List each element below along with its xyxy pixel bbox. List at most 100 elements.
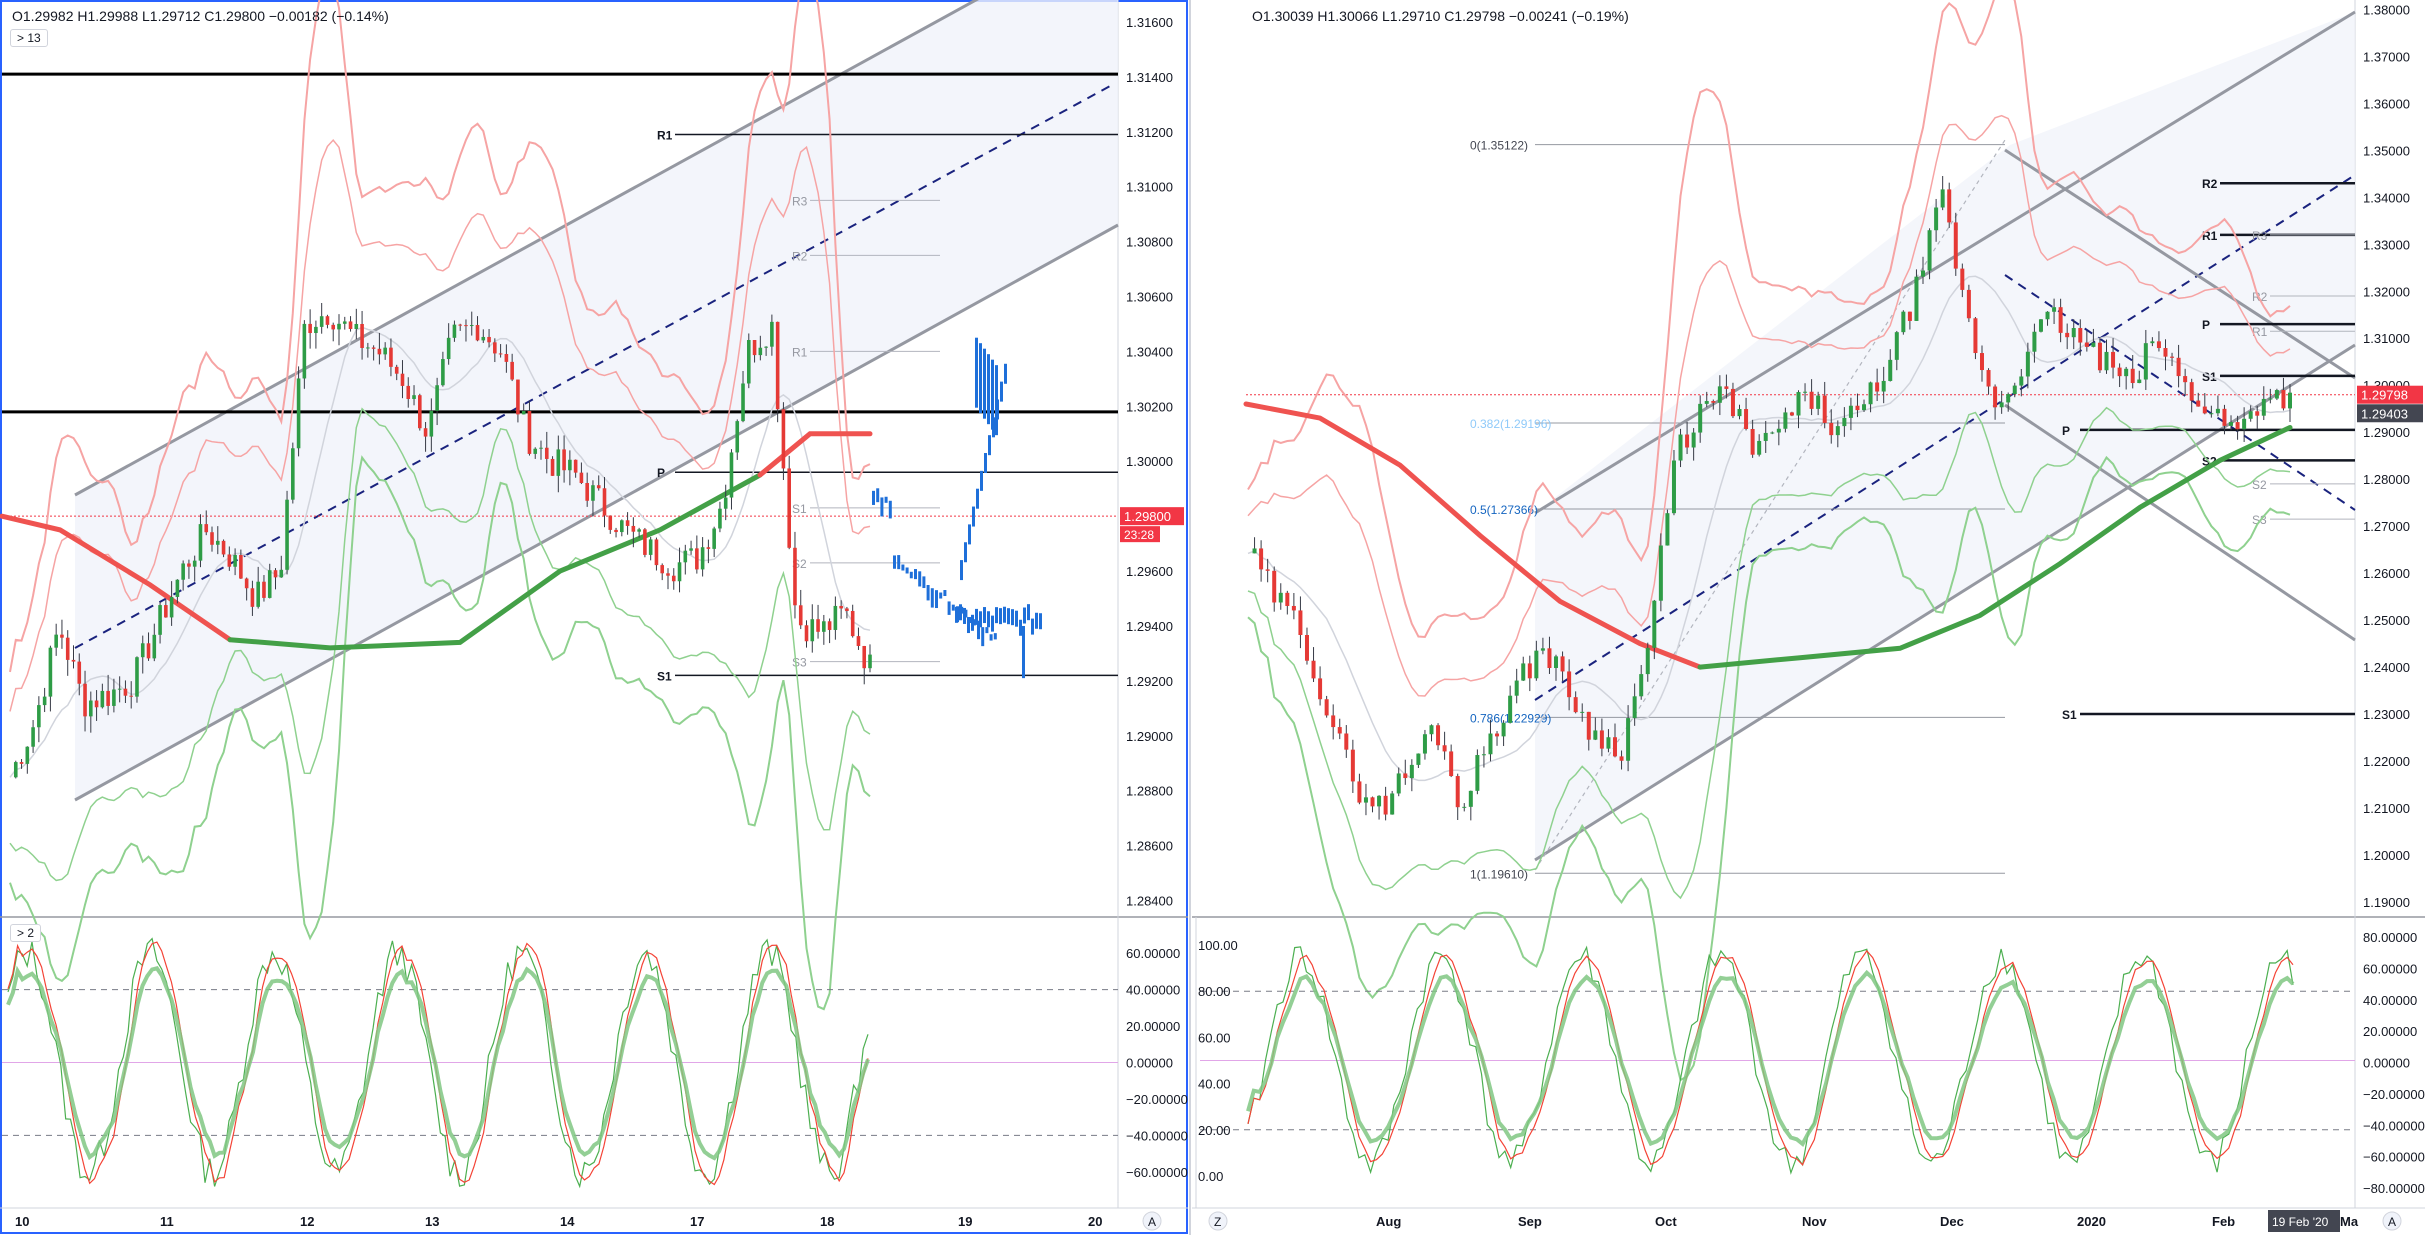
left-time-tick: 13	[425, 1214, 439, 1229]
left-time-tick: 19	[958, 1214, 972, 1229]
left-osc-tick: −20.00000	[1126, 1092, 1188, 1107]
left-candle-body	[25, 746, 30, 764]
right-price-tick: 1.29000	[2363, 425, 2410, 440]
left-candle-body	[239, 554, 243, 579]
right-candle-body	[1940, 189, 1945, 208]
left-candle-body	[60, 634, 64, 638]
left-candle-body	[117, 688, 122, 690]
right-candle-body	[1921, 270, 1926, 277]
right-pivot-label: R1	[2202, 229, 2218, 243]
right-candle-body	[1776, 428, 1781, 433]
right-candle-body	[2111, 351, 2116, 368]
right-osc-right-tick: 60.00000	[2363, 961, 2417, 976]
left-candle-body	[770, 321, 774, 347]
left-price-tick: 1.31600	[1126, 15, 1173, 30]
left-time-tick: 11	[160, 1214, 174, 1229]
left-last-price-value: 1.29800	[1124, 509, 1171, 524]
right-candle-body	[1744, 409, 1749, 429]
right-candle-body	[1862, 404, 1867, 411]
left-projection-bar	[1011, 609, 1014, 626]
left-candle-body	[596, 485, 601, 489]
left-candle-body	[267, 570, 272, 598]
left-outer-upper-band	[9, 0, 871, 673]
right-price-tick: 1.26000	[2363, 566, 2410, 581]
left-candle-body	[550, 458, 555, 476]
left-candle-body	[446, 337, 451, 360]
right-candle-body	[1960, 268, 1965, 290]
left-candle-body	[718, 508, 722, 529]
right-candle-body	[1514, 680, 1519, 696]
right-candle-body	[1632, 696, 1637, 719]
left-projection-bar	[909, 571, 913, 579]
left-candle-body	[406, 385, 411, 399]
right-osc-left-tick: 80.00	[1198, 984, 1231, 999]
left-candle-body	[37, 705, 41, 728]
left-candle-body	[394, 366, 399, 374]
left-projection-bar	[880, 497, 884, 517]
right-date-tag	[2268, 1210, 2340, 1232]
left-candle-body	[342, 321, 347, 324]
left-candle-body	[498, 353, 503, 355]
left-candle-body	[620, 520, 624, 533]
right-price-tick: 1.33000	[2363, 237, 2410, 252]
left-candle-body	[804, 625, 809, 642]
left-pivot-label: S1	[657, 669, 672, 683]
left-candle-body	[475, 325, 480, 341]
left-projection-bar	[968, 524, 971, 545]
left-candle-body	[822, 621, 826, 632]
right-candle-body	[2274, 390, 2279, 399]
right-candle-body	[2124, 368, 2129, 377]
right-candle-body	[1350, 749, 1355, 782]
right-candle-body	[1449, 751, 1454, 777]
left-candle-body	[192, 560, 197, 567]
left-projection-bar	[988, 435, 991, 456]
right-osc-histogram	[1246, 969, 2295, 1147]
right-price-pane: 1.38000 1.37000 1.36000 1.35000 1.34000 1.330…	[1198, 0, 2425, 1232]
left-projection-bar	[1015, 610, 1018, 627]
right-time-tick: Sep	[1518, 1214, 1542, 1229]
left-candle-body	[787, 468, 791, 548]
right-candle-body	[2065, 332, 2070, 338]
right-candle-body	[1901, 311, 1906, 333]
right-candle-body	[2183, 376, 2188, 383]
right-candle-body	[1842, 417, 1847, 427]
right-candle-body	[1527, 663, 1532, 679]
right-candle-body	[2170, 356, 2175, 358]
right-candle-body	[1475, 755, 1480, 791]
right-osc-left-tick: 60.00	[1198, 1030, 1231, 1045]
left-projection-bar	[893, 555, 896, 569]
left-candle-body	[383, 347, 387, 355]
left-candle-body	[700, 547, 705, 570]
right-candle-body	[2235, 422, 2240, 430]
right-candle-body	[1554, 656, 1559, 668]
right-time-tick: Ma	[2340, 1214, 2359, 1229]
left-indicator-toggle[interactable]: > 13	[10, 29, 48, 47]
right-price-tick: 1.28000	[2363, 472, 2410, 487]
right-candle-body	[1835, 426, 1840, 436]
right-last-price-tag	[2357, 385, 2423, 404]
right-candle-body	[1868, 382, 1873, 405]
left-candle-body	[100, 690, 105, 708]
left-candle-body	[833, 605, 838, 630]
right-candle-body	[1573, 697, 1578, 713]
left-candle-body	[504, 354, 509, 362]
right-down-channel-upper	[2004, 148, 2356, 380]
right-candle-body	[2019, 376, 2024, 386]
left-candle-body	[244, 578, 249, 589]
left-projection-bar	[1027, 604, 1030, 621]
left-candle-body	[775, 321, 780, 410]
right-osc-right-tick: 20.00000	[2363, 1024, 2417, 1039]
right-candle-body	[1278, 592, 1283, 603]
right-candle-body	[2248, 411, 2253, 419]
right-candle-body	[1704, 401, 1709, 404]
left-candle-body	[816, 619, 820, 632]
right-pivot-label: P	[2062, 424, 2070, 438]
left-candle-body	[798, 605, 803, 626]
right-candle-body	[1291, 605, 1296, 611]
left-candle-body	[441, 359, 445, 386]
left-oscillator-toggle[interactable]: > 2	[10, 924, 42, 942]
left-candle-body	[417, 395, 422, 429]
left-projection-bar	[968, 617, 972, 624]
